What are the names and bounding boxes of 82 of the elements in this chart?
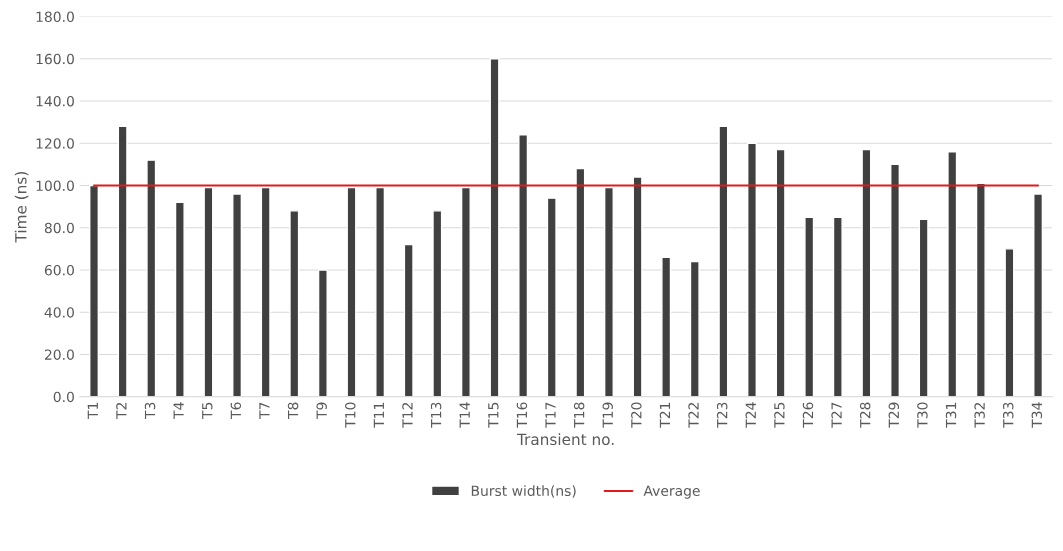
bar [918, 218, 929, 397]
bar [775, 148, 786, 397]
x-tick-label: T14 [459, 402, 470, 428]
x-tick-label: T32 [974, 402, 985, 428]
x-tick-label: T20 [631, 402, 642, 428]
bar [861, 148, 872, 397]
x-tick-label: T27 [831, 402, 842, 428]
bar [232, 193, 243, 397]
x-tick-label: T15 [488, 402, 499, 428]
bar [632, 176, 643, 397]
bar [317, 269, 328, 397]
x-tick-label: T18 [573, 402, 585, 428]
bar [975, 182, 986, 397]
y-tick-label: 80.0 [44, 222, 74, 234]
legend-label: Burst width(ns) [471, 485, 576, 498]
x-axis-title: Transient no. [516, 433, 614, 446]
x-tick-label: T10 [345, 402, 356, 428]
x-tick-label: T8 [287, 402, 299, 419]
y-tick-label: 0.0 [53, 391, 74, 403]
bar [603, 186, 614, 397]
x-tick-label: T29 [888, 402, 900, 428]
x-tick-label: T2 [116, 402, 127, 419]
legend-label: Average [643, 485, 700, 499]
bar [804, 216, 815, 397]
bar [518, 134, 529, 397]
x-tick-label: T31 [945, 402, 957, 428]
x-tick-label: T9 [316, 402, 327, 419]
bar [947, 151, 958, 397]
bar [832, 216, 843, 397]
bar [890, 163, 901, 397]
y-axis-title: Time (ns) [14, 172, 29, 243]
bar [747, 142, 757, 397]
x-tick-label: T7 [259, 402, 270, 419]
y-tick-label: 20.0 [44, 349, 74, 360]
x-tick-label: T22 [688, 402, 699, 428]
bar [260, 186, 271, 397]
x-tick-label: T4 [173, 402, 184, 419]
x-tick-label: T34 [1031, 402, 1043, 428]
x-tick-label: T28 [859, 402, 871, 428]
bar [1033, 193, 1044, 397]
y-tick-label: 40.0 [44, 307, 74, 318]
bar [346, 186, 357, 397]
bar [1004, 248, 1015, 397]
y-tick-label: 180.0 [36, 11, 74, 22]
x-tick-label: T3 [144, 402, 156, 419]
y-tick-label: 120.0 [36, 138, 74, 149]
bar [661, 256, 672, 397]
y-tick-label: 160.0 [36, 53, 74, 65]
y-tick-label: 60.0 [44, 264, 74, 276]
x-tick-label: T6 [230, 402, 242, 419]
bar [146, 159, 157, 397]
x-tick-label: T30 [917, 402, 928, 428]
bar [375, 186, 386, 397]
bar [174, 201, 185, 397]
bar [546, 197, 557, 397]
bar [460, 186, 471, 397]
bar [117, 125, 128, 397]
x-tick-label: T23 [716, 402, 728, 428]
bar [203, 186, 214, 397]
x-tick-label: T24 [745, 402, 756, 428]
x-tick-label: T33 [1002, 402, 1014, 428]
bar [718, 125, 729, 397]
bar [689, 260, 700, 397]
bar [432, 210, 443, 397]
x-tick-label: T11 [373, 402, 384, 428]
x-tick-label: T21 [659, 402, 671, 428]
y-tick-label: 140.0 [36, 95, 74, 107]
x-tick-label: T16 [516, 402, 528, 428]
x-tick-label: T26 [802, 402, 814, 428]
x-tick-label: T13 [430, 402, 442, 428]
bar [89, 184, 100, 397]
x-tick-label: T1 [87, 402, 98, 419]
y-tick-label: 100.0 [36, 180, 74, 191]
bar [575, 167, 586, 397]
x-tick-label: T25 [774, 402, 785, 428]
x-tick-label: T17 [545, 402, 556, 428]
x-tick-label: T5 [202, 402, 213, 419]
bar [403, 243, 414, 397]
x-tick-label: T12 [402, 402, 413, 428]
bar [489, 58, 500, 397]
bar [289, 210, 300, 397]
x-tick-label: T19 [602, 402, 613, 428]
